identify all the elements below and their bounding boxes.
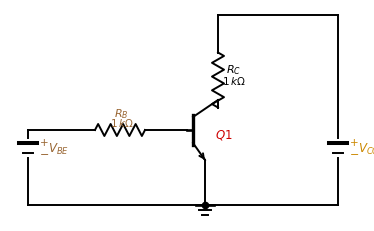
Text: $Q1$: $Q1$ <box>215 128 233 142</box>
Text: $V_{CC}$: $V_{CC}$ <box>358 141 374 157</box>
Text: $V_{BE}$: $V_{BE}$ <box>48 141 69 157</box>
Text: $1\,k\Omega$: $1\,k\Omega$ <box>110 117 134 129</box>
Text: $+$: $+$ <box>39 137 49 149</box>
Text: $+$: $+$ <box>349 137 359 149</box>
Text: $1\,k\Omega$: $1\,k\Omega$ <box>222 75 246 87</box>
Text: $-$: $-$ <box>349 148 359 158</box>
Text: $R_C$: $R_C$ <box>226 63 241 77</box>
Text: $-$: $-$ <box>39 148 49 158</box>
Text: $R_B$: $R_B$ <box>114 107 129 121</box>
